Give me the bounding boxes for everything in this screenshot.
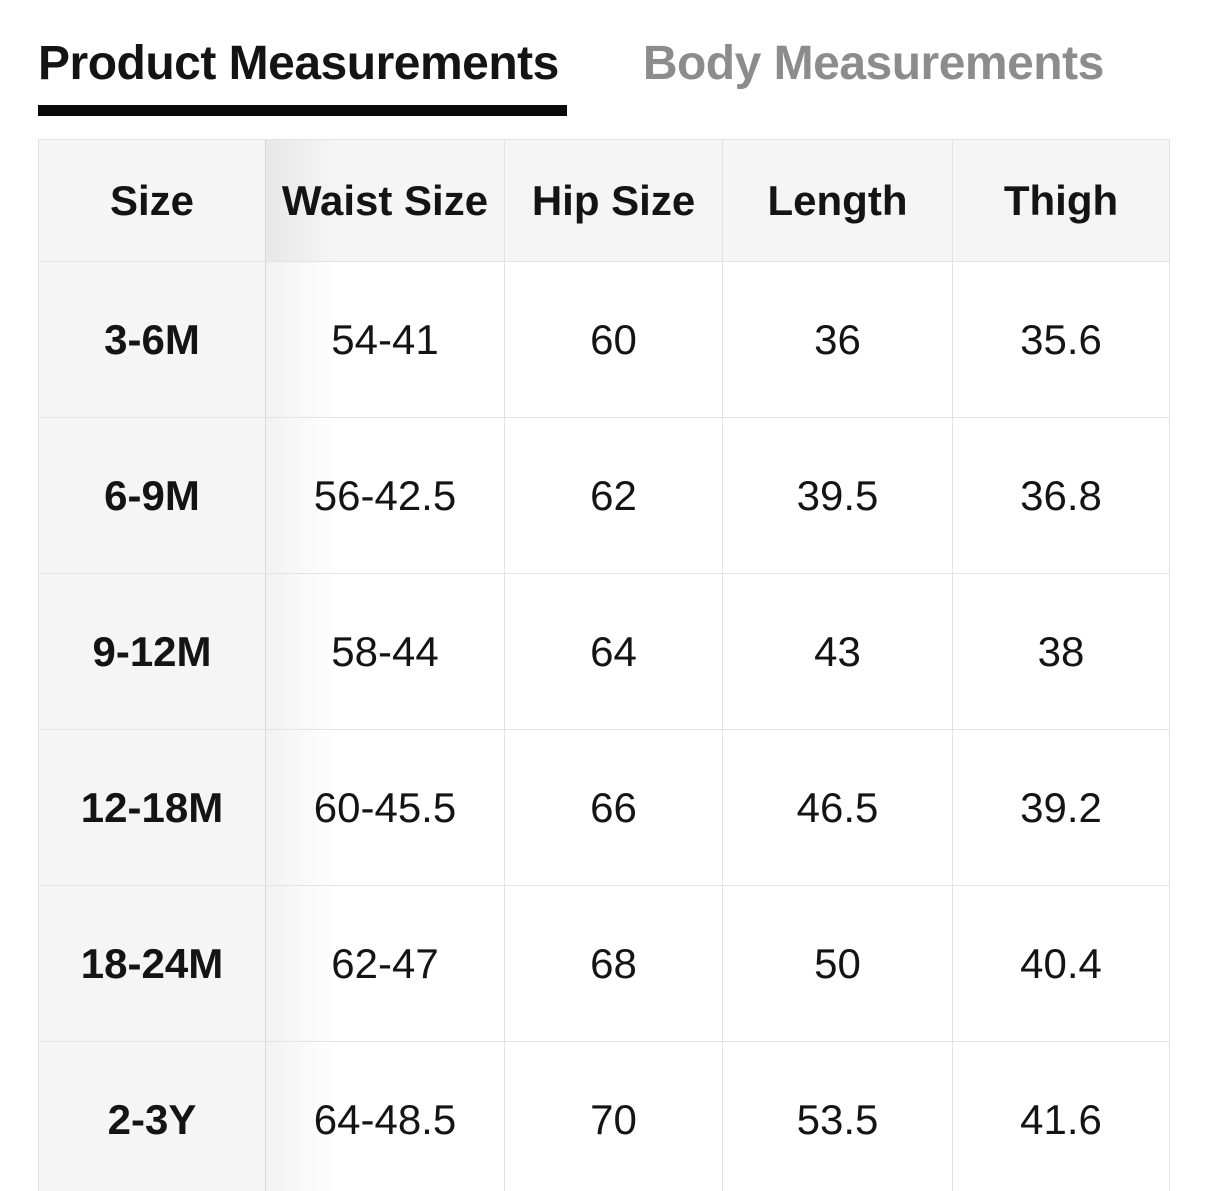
thigh-cell: 39.2 bbox=[952, 729, 1170, 886]
thigh-cell: 40.4 bbox=[952, 885, 1170, 1042]
waist-size-cell: 62-47 bbox=[265, 885, 505, 1042]
size-cell: 2-3Y bbox=[38, 1041, 338, 1191]
waist-size-cell: 56-42.5 bbox=[265, 417, 505, 574]
column-header-length: Length bbox=[722, 139, 953, 262]
table-row: 6-9M 56-42.5 62 39.5 36.8 bbox=[38, 417, 1170, 574]
measurement-tabs: Product Measurements Body Measurements bbox=[38, 36, 1206, 116]
length-cell: 39.5 bbox=[722, 417, 953, 574]
hip-size-cell: 70 bbox=[504, 1041, 723, 1191]
thigh-cell: 41.6 bbox=[952, 1041, 1170, 1191]
column-header-hip-size: Hip Size bbox=[504, 139, 723, 262]
column-header-thigh: Thigh bbox=[952, 139, 1170, 262]
length-cell: 36 bbox=[722, 261, 953, 418]
length-cell: 46.5 bbox=[722, 729, 953, 886]
size-cell: 18-24M bbox=[38, 885, 338, 1042]
thigh-cell: 35.6 bbox=[952, 261, 1170, 418]
hip-size-cell: 68 bbox=[504, 885, 723, 1042]
length-cell: 53.5 bbox=[722, 1041, 953, 1191]
size-cell: 3-6M bbox=[38, 261, 338, 418]
column-header-waist-size: Waist Size bbox=[265, 139, 505, 262]
size-chart-table: Size Waist Size Hip Size Length Thigh 3-… bbox=[38, 139, 1170, 1191]
tab-body-measurements[interactable]: Body Measurements bbox=[642, 37, 1104, 90]
table-row: 18-24M 62-47 68 50 40.4 bbox=[38, 885, 1170, 1042]
table-row: 3-6M 54-41 60 36 35.6 bbox=[38, 261, 1170, 418]
thigh-cell: 38 bbox=[952, 573, 1170, 730]
hip-size-cell: 66 bbox=[504, 729, 723, 886]
hip-size-cell: 62 bbox=[504, 417, 723, 574]
length-cell: 50 bbox=[722, 885, 953, 1042]
table-row: 9-12M 58-44 64 43 38 bbox=[38, 573, 1170, 730]
tab-product-measurements[interactable]: Product Measurements bbox=[38, 36, 567, 116]
column-header-size: Size bbox=[38, 139, 338, 262]
size-cell: 9-12M bbox=[38, 573, 338, 730]
waist-size-cell: 60-45.5 bbox=[265, 729, 505, 886]
waist-size-cell: 54-41 bbox=[265, 261, 505, 418]
table-row: 12-18M 60-45.5 66 46.5 39.2 bbox=[38, 729, 1170, 886]
size-cell: 12-18M bbox=[38, 729, 338, 886]
waist-size-cell: 64-48.5 bbox=[265, 1041, 505, 1191]
waist-size-cell: 58-44 bbox=[265, 573, 505, 730]
thigh-cell: 36.8 bbox=[952, 417, 1170, 574]
hip-size-cell: 64 bbox=[504, 573, 723, 730]
size-cell: 6-9M bbox=[38, 417, 338, 574]
table-row: 2-3Y 64-48.5 70 53.5 41.6 bbox=[38, 1041, 1170, 1191]
header-row: Size Waist Size Hip Size Length Thigh bbox=[38, 139, 1170, 262]
length-cell: 43 bbox=[722, 573, 953, 730]
hip-size-cell: 60 bbox=[504, 261, 723, 418]
